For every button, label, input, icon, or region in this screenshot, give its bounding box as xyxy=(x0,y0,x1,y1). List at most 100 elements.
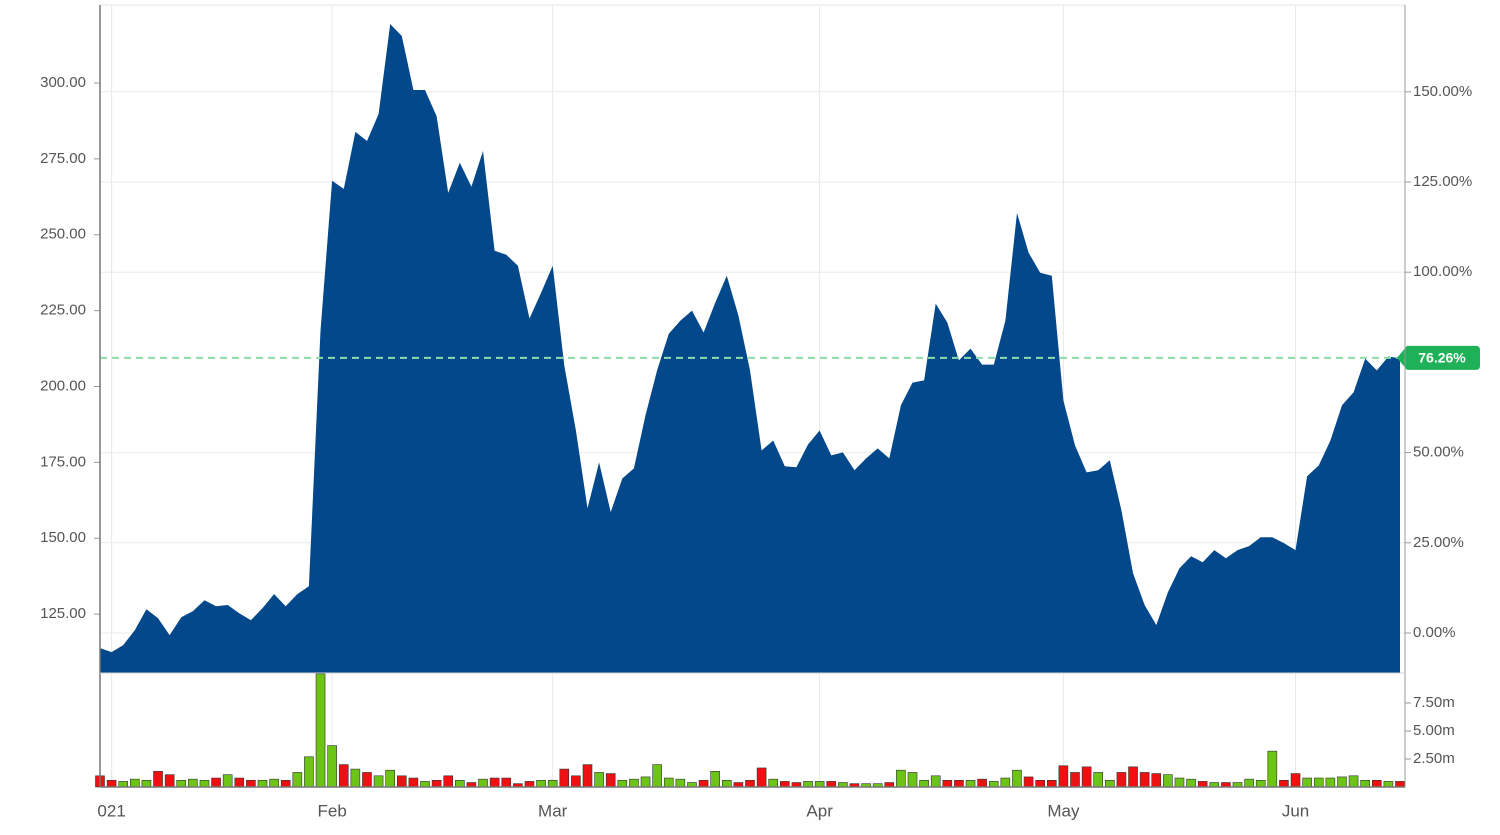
volume-bar xyxy=(153,771,163,788)
volume-bar xyxy=(1116,772,1127,788)
volume-bar xyxy=(222,774,233,788)
volume-bar xyxy=(605,773,616,788)
volume-bar xyxy=(176,779,187,788)
x-tick-label: Mar xyxy=(538,801,568,820)
volume-bar xyxy=(257,779,268,788)
volume-bar xyxy=(814,781,825,788)
volume-bar xyxy=(571,775,581,788)
volume-bar xyxy=(547,779,558,788)
x-tick-label: May xyxy=(1047,801,1080,820)
volume-bar xyxy=(977,778,987,788)
volume-bar xyxy=(1290,773,1301,788)
volume-bar xyxy=(617,779,628,788)
volume-bar xyxy=(1348,775,1359,788)
volume-bar xyxy=(803,781,813,788)
volume-bar xyxy=(1023,776,1034,788)
volume-bar xyxy=(524,781,535,788)
volume-bar xyxy=(756,767,767,788)
volume-bar xyxy=(350,768,361,788)
y2-tick-label: 150.00% xyxy=(1413,83,1472,100)
volume-bar xyxy=(1046,779,1057,788)
volume-bar xyxy=(640,776,651,788)
volume-bar xyxy=(768,778,779,788)
volume-bar xyxy=(420,781,430,788)
volume-bar xyxy=(1151,773,1162,788)
volume-bar xyxy=(443,775,454,788)
volume-bar xyxy=(1360,779,1370,788)
volume-bar xyxy=(594,772,604,788)
volume-bar xyxy=(396,775,407,788)
volume-bar xyxy=(385,769,395,788)
volume-bar xyxy=(1267,750,1278,788)
y2-tick-label: 100.00% xyxy=(1413,263,1472,280)
volume-bar xyxy=(1070,772,1080,788)
x-tick-label: Apr xyxy=(806,801,833,820)
volume-bar xyxy=(118,781,129,788)
price-area xyxy=(100,24,1400,674)
volume-bar xyxy=(919,779,929,788)
volume-bar xyxy=(698,779,709,788)
volume-bar xyxy=(559,768,570,788)
y-tick-label: 300.00 xyxy=(40,74,86,91)
volume-bar xyxy=(942,779,953,788)
y2-tick-label: 125.00% xyxy=(1413,173,1472,190)
volume-bar xyxy=(826,781,837,788)
volume-bar xyxy=(1081,766,1092,788)
volume-tick-label: 2.50m xyxy=(1413,750,1455,767)
volume-bar xyxy=(408,777,419,788)
volume-bar xyxy=(338,764,349,788)
volume-bar xyxy=(1383,781,1394,788)
volume-bar xyxy=(304,756,314,788)
volume-bar xyxy=(489,777,500,788)
volume-bar xyxy=(106,779,117,788)
volume-bar xyxy=(907,772,918,788)
volume-bar xyxy=(1105,779,1115,788)
volume-bar xyxy=(188,778,198,788)
volume-bar xyxy=(780,781,790,788)
volume-bar xyxy=(1035,779,1045,788)
volume-bar xyxy=(130,778,140,788)
volume-bar xyxy=(373,775,384,788)
volume-bar xyxy=(1325,777,1336,788)
volume-bar xyxy=(431,779,442,788)
volume-bar xyxy=(292,772,303,788)
y2-tick-label: 50.00% xyxy=(1413,444,1464,461)
volume-bar xyxy=(1302,777,1312,788)
y-tick-label: 200.00 xyxy=(40,377,86,394)
y2-tick-label: 25.00% xyxy=(1413,534,1464,551)
volume-bar xyxy=(1186,778,1196,788)
volume-bar xyxy=(930,775,941,788)
volume-bar xyxy=(501,777,512,788)
volume-bar xyxy=(246,779,256,788)
volume-bar xyxy=(1174,777,1185,788)
volume-bar xyxy=(675,778,686,788)
volume-bar xyxy=(710,771,720,788)
y-tick-label: 175.00 xyxy=(40,453,86,470)
volume-bar xyxy=(954,779,964,788)
volume-bar xyxy=(965,779,976,788)
volume-bar xyxy=(1000,777,1011,788)
volume-bar xyxy=(211,777,221,788)
volume-tick-label: 5.00m xyxy=(1413,722,1455,739)
volume-bar xyxy=(1371,779,1382,788)
y-tick-label: 150.00 xyxy=(40,529,86,546)
volume-bar xyxy=(1139,772,1150,788)
volume-bar xyxy=(1197,781,1208,788)
volume-bar xyxy=(1012,769,1022,788)
volume-bar xyxy=(1255,779,1266,788)
volume-bar xyxy=(280,779,291,788)
y2-tick-label: 0.00% xyxy=(1413,624,1456,641)
y-tick-label: 225.00 xyxy=(40,302,86,319)
volume-bar xyxy=(234,777,245,788)
y-tick-label: 250.00 xyxy=(40,226,86,243)
volume-bar xyxy=(1313,777,1324,788)
volume-bar xyxy=(536,779,546,788)
volume-bar xyxy=(269,778,279,788)
volume-bar xyxy=(652,764,662,788)
volume-bar xyxy=(1279,779,1289,788)
volume-bar xyxy=(1244,778,1254,788)
x-tick-label: Jun xyxy=(1282,801,1309,820)
volume-bar xyxy=(362,772,372,788)
volume-bar xyxy=(1058,765,1069,788)
